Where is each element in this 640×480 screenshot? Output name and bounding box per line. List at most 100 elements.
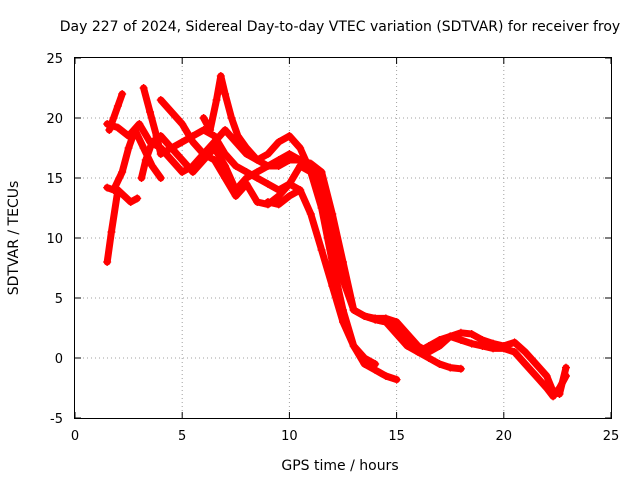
data-point xyxy=(139,144,148,152)
y-tick-label: 0 xyxy=(55,352,63,367)
data-point xyxy=(210,156,219,164)
data-point xyxy=(392,375,401,384)
series-track-5 xyxy=(139,84,380,368)
axis-ticks: 0 5 10 15 20 25 -5 0 5 10 15 20 25 xyxy=(46,52,619,444)
data-point xyxy=(456,328,465,337)
data-point xyxy=(371,360,380,368)
data-point xyxy=(456,364,465,373)
data-point xyxy=(156,150,165,158)
data-point xyxy=(221,162,230,170)
data-point xyxy=(489,339,498,348)
data-point xyxy=(178,120,187,128)
data-point xyxy=(156,132,165,140)
y-axis-label: SDTVAR / TECUs xyxy=(6,181,22,296)
data-point xyxy=(263,198,272,206)
data-point xyxy=(296,144,305,152)
data-point xyxy=(435,360,444,368)
data-point xyxy=(156,174,165,182)
data-point xyxy=(135,120,144,128)
plot-frame xyxy=(74,57,612,419)
y-tick-label: -5 xyxy=(50,412,63,427)
data-point xyxy=(103,183,112,192)
data-point xyxy=(467,339,476,348)
data-point xyxy=(392,330,401,338)
data-point xyxy=(446,363,455,372)
data-point xyxy=(317,180,326,188)
data-point xyxy=(317,246,326,254)
data-point xyxy=(109,186,118,194)
data-point xyxy=(285,156,294,164)
data-point xyxy=(360,312,369,320)
series-line xyxy=(103,186,141,266)
data-point xyxy=(253,168,262,176)
data-point xyxy=(274,162,283,170)
x-axis-label: GPS time / hours xyxy=(281,458,398,474)
data-point xyxy=(274,200,283,209)
data-point xyxy=(178,138,187,146)
x-tick-label: 15 xyxy=(388,429,405,444)
chart-title: Day 227 of 2024, Sidereal Day-to-day VTE… xyxy=(60,19,620,35)
data-point xyxy=(118,90,127,98)
data-point xyxy=(188,138,197,146)
data-point xyxy=(167,156,176,164)
data-point xyxy=(561,363,570,372)
data-point xyxy=(285,132,294,140)
data-point xyxy=(446,332,455,341)
y-tick-label: 25 xyxy=(46,52,63,67)
data-point xyxy=(113,123,122,132)
data-point xyxy=(555,390,564,398)
x-tick-label: 20 xyxy=(496,429,513,444)
data-point xyxy=(274,138,283,146)
grid xyxy=(75,58,611,418)
data-point xyxy=(137,174,146,182)
series-track-8 xyxy=(199,72,570,398)
series-track-9 xyxy=(263,186,305,209)
data-point xyxy=(360,354,369,362)
data-point xyxy=(339,318,347,326)
data-point xyxy=(148,138,157,146)
data-point xyxy=(274,186,283,194)
data-point xyxy=(113,102,122,110)
data-point xyxy=(206,126,215,134)
data-point xyxy=(263,180,272,188)
x-tick-label: 5 xyxy=(178,429,186,444)
data-layer xyxy=(103,72,570,401)
data-point xyxy=(381,314,390,323)
series-track-2 xyxy=(103,126,165,194)
data-point xyxy=(231,186,240,194)
data-point xyxy=(296,156,305,164)
data-point xyxy=(403,330,412,338)
data-point xyxy=(212,96,221,104)
data-point xyxy=(403,342,412,350)
data-point xyxy=(306,162,315,170)
data-point xyxy=(467,330,476,338)
series-line xyxy=(105,90,126,134)
data-point xyxy=(107,228,116,236)
series-line xyxy=(200,72,570,398)
data-point xyxy=(216,72,225,80)
data-point xyxy=(510,338,519,347)
data-point xyxy=(124,132,133,140)
x-tick-label: 10 xyxy=(281,429,298,444)
data-point xyxy=(328,282,337,290)
data-point xyxy=(141,156,150,164)
data-point xyxy=(178,156,187,164)
y-tick-label: 10 xyxy=(46,232,63,247)
data-point xyxy=(253,198,262,206)
data-point xyxy=(285,180,294,188)
data-point xyxy=(349,342,358,350)
data-point xyxy=(499,342,508,350)
data-point xyxy=(424,348,433,356)
data-point xyxy=(103,258,112,266)
data-point xyxy=(133,194,142,203)
data-point xyxy=(381,372,390,380)
data-point xyxy=(531,372,540,380)
data-point xyxy=(188,168,197,176)
data-point xyxy=(233,132,242,140)
data-point xyxy=(253,156,262,164)
data-point xyxy=(167,108,176,116)
data-point xyxy=(178,168,187,176)
data-point xyxy=(435,342,444,350)
